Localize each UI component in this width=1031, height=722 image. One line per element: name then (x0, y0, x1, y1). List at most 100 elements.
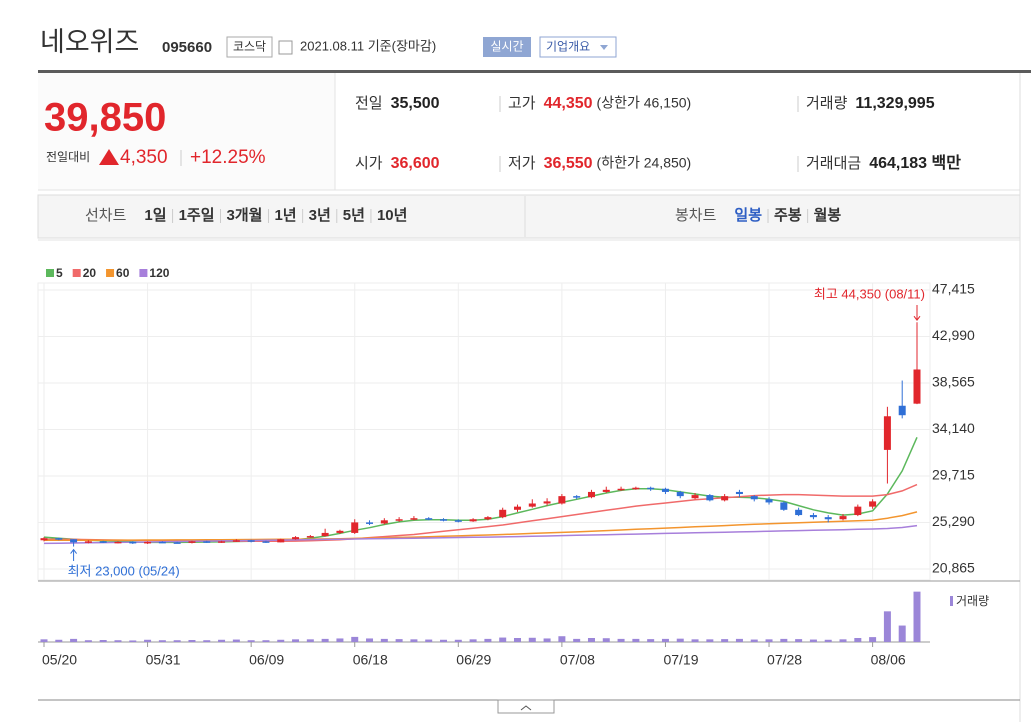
volume-bar (144, 639, 152, 642)
y-tick-label: 38,565 (932, 374, 975, 390)
volume-bar (469, 639, 477, 642)
candle-body (795, 509, 803, 516)
volume-bar (425, 639, 433, 642)
volume-bar (721, 639, 729, 642)
tab[interactable]: 5년 (343, 207, 365, 224)
volume-bar (691, 639, 699, 642)
moving-average-line (44, 511, 918, 542)
legend-swatch (106, 269, 115, 277)
candle-body (114, 541, 122, 544)
x-tick-label: 07/19 (663, 652, 698, 668)
volume-bar (70, 638, 78, 642)
quote-value: 36,550 (544, 155, 593, 172)
tab[interactable]: 10년 (377, 207, 408, 224)
chart: 20,865 25,290 29,715 34,140 38,565 42,990 47,4… (37, 266, 1020, 668)
volume-bar (750, 639, 758, 642)
quote-value: 44,350 (544, 95, 593, 112)
candle-body (765, 499, 773, 503)
candle-body (617, 488, 625, 491)
volume-bar (366, 638, 374, 642)
y-tick-label: 47,415 (932, 281, 975, 297)
volume-bar (632, 638, 640, 642)
volume-bar (854, 638, 862, 642)
candle-body (513, 506, 521, 510)
volume-bar (218, 639, 226, 642)
volume-bar (129, 640, 137, 642)
candle-body (558, 496, 566, 504)
low-arrowhead (70, 548, 77, 554)
tab[interactable]: 월봉 (814, 207, 842, 224)
volume-bar (513, 638, 521, 642)
candle-body (351, 522, 359, 533)
calendar-icon (278, 40, 293, 55)
volume-bar (913, 591, 921, 642)
volume-bar (839, 639, 847, 642)
tab[interactable]: 선차트 (85, 207, 127, 224)
volume-bar (277, 639, 285, 642)
volume-bar (824, 639, 832, 642)
volume-bar (336, 638, 344, 642)
tab[interactable]: 1주일 (179, 207, 215, 224)
dropdown-arrow (600, 45, 608, 50)
volume-bar (321, 638, 329, 642)
moving-average-line (43, 436, 918, 544)
x-tick-label: 06/09 (249, 652, 284, 668)
candle-body (499, 509, 507, 518)
volume-bar (40, 639, 48, 642)
candle-body (366, 522, 374, 524)
volume-bar (454, 639, 462, 642)
high-annotation: 최고 44,350 (08/11) (814, 286, 925, 301)
volume-bar (395, 639, 403, 642)
realtime[interactable]: 실시간 (490, 40, 523, 54)
candle-body (898, 405, 906, 416)
volume-bar (262, 640, 270, 642)
volume-bar (706, 639, 714, 642)
quote-label: 시가 (355, 155, 383, 172)
tab[interactable]: 봉차트 (675, 207, 717, 224)
volume-legend-swatch (950, 596, 953, 606)
tabs: 선차트 1일 1주일 3개월 1년 3년 5년 10년 봉차트 일봉 주봉 월봉 (85, 206, 841, 224)
tab[interactable]: 주봉 (774, 207, 802, 224)
candle-body (144, 541, 152, 544)
candle-body (721, 496, 729, 501)
candle-body (484, 517, 492, 520)
candle-body (573, 496, 581, 498)
tab[interactable]: 3년 (309, 207, 331, 224)
tab[interactable]: 1년 (274, 207, 296, 224)
x-tick-label: 07/08 (560, 652, 595, 668)
x-tick-label: 08/06 (871, 652, 906, 668)
overview[interactable]: 기업개요 (546, 40, 590, 54)
volume-bar (780, 638, 788, 642)
overview-button[interactable] (539, 36, 617, 58)
volume-bar (410, 639, 418, 642)
x-tick-label: 07/28 (767, 652, 802, 668)
x-tick-label: 06/29 (456, 652, 491, 668)
change-label: 전일대비 (46, 150, 90, 164)
quote-value: 35,500 (391, 95, 440, 112)
legend-label: 5 (56, 266, 63, 280)
candle-body (647, 487, 655, 490)
x-tick-label: 05/20 (42, 652, 77, 668)
candle-body (869, 501, 877, 507)
candle-body (661, 488, 669, 492)
realtime-badge[interactable] (483, 37, 531, 57)
legend-swatch (139, 269, 148, 277)
candle-body (824, 517, 832, 520)
candle-body (380, 520, 388, 524)
candle-body (691, 495, 699, 499)
tab[interactable]: 1일 (144, 207, 166, 224)
volume-bar (158, 640, 166, 642)
volume-bar (380, 638, 388, 642)
tab[interactable]: 3개월 (227, 206, 263, 224)
quote-note: (상한가 46,150) (597, 95, 692, 111)
quote-value: 36,600 (391, 155, 440, 172)
candle-body (232, 540, 240, 542)
volume-bar (499, 637, 507, 642)
tab-bar (37, 194, 1021, 239)
legend-label: 120 (149, 266, 169, 280)
candle-body (809, 515, 817, 518)
quote-label: 거래량 (806, 95, 848, 112)
quote-value: 11,329,995 (855, 95, 934, 112)
volume-bar (795, 639, 803, 642)
tab[interactable]: 일봉 (734, 207, 762, 224)
